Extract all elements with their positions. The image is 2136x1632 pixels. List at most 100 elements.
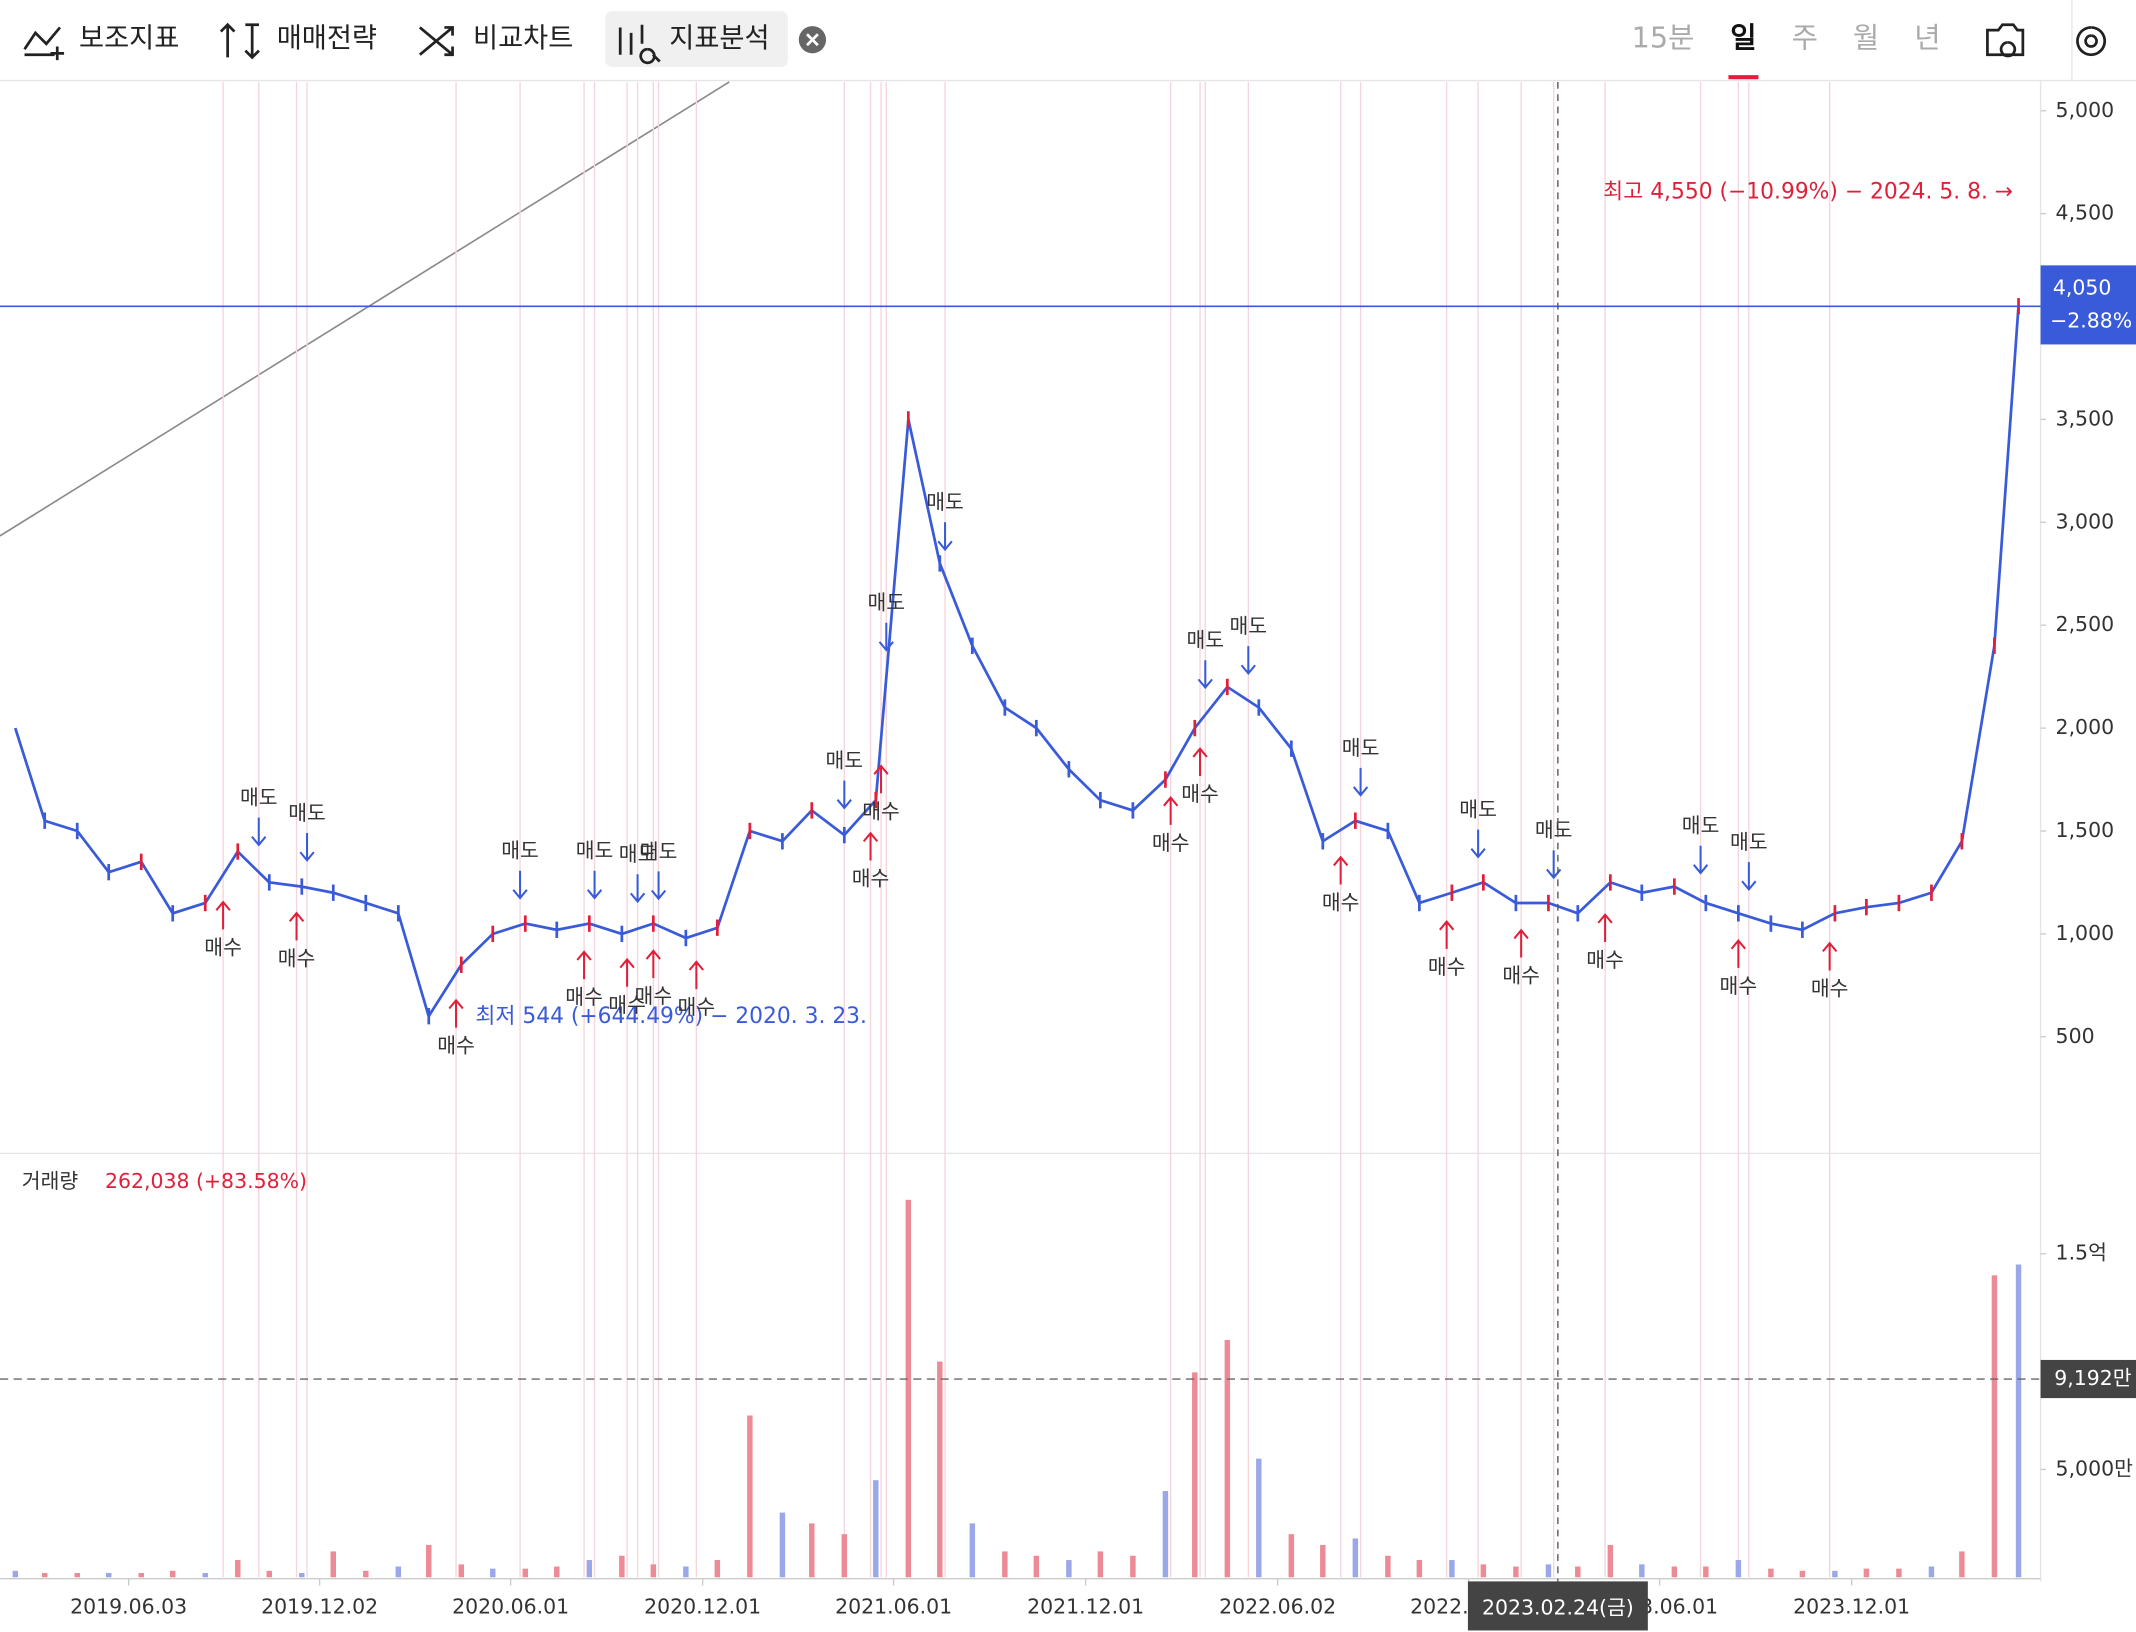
x-tick-label: 2019.06.03	[70, 1594, 187, 1618]
sell-label: 매도	[240, 786, 278, 810]
current-price-badge	[2040, 265, 2136, 345]
price-line	[13, 306, 2020, 1020]
y-tick-label: 1.5억	[2056, 1241, 2107, 1265]
volume-bar	[426, 1544, 432, 1578]
volume-bar	[1130, 1555, 1136, 1578]
volume-bar	[779, 1512, 786, 1578]
x-tick-label: 2020.06.01	[452, 1594, 569, 1618]
x-tick-label: 2021.12.01	[1027, 1594, 1144, 1618]
buy-label: 매수	[1152, 831, 1190, 855]
buy-arrow	[645, 949, 661, 979]
x-tick-label: 2021.06.01	[835, 1594, 952, 1618]
current-price-label: 4,050	[2053, 276, 2112, 300]
volume-bar	[969, 1523, 976, 1578]
sell-arrow	[1470, 829, 1486, 859]
volume-bar	[619, 1555, 625, 1578]
volume-bar	[650, 1564, 657, 1578]
volume-bar	[1416, 1560, 1423, 1578]
toolbar-item[interactable]: 지표분석	[669, 23, 769, 54]
buy-arrow	[1163, 796, 1179, 825]
y-tick-label: 4,500	[2056, 201, 2115, 225]
sell-arrow	[512, 870, 528, 900]
sell-label: 매도	[640, 839, 678, 863]
buy-label: 매수	[862, 799, 900, 823]
buy-label: 매수	[1720, 974, 1758, 998]
toolbar-item[interactable]: 보조지표	[79, 23, 179, 54]
sell-label: 매도	[1682, 814, 1720, 838]
volume-bar	[1320, 1544, 1326, 1578]
volume-bar	[586, 1560, 593, 1578]
volume-bar	[1959, 1551, 1965, 1578]
volume-bar	[1256, 1458, 1262, 1578]
sell-label: 매도	[1186, 628, 1224, 652]
buy-label: 매수	[852, 867, 890, 891]
y-tick-label: 3,500	[2056, 406, 2115, 430]
toolbar-item[interactable]: 매매전략	[277, 23, 377, 54]
volume-bar	[1002, 1551, 1008, 1578]
volume-bar	[1288, 1534, 1295, 1578]
y-tick-label: 5,000	[2056, 98, 2115, 122]
volume-bar	[714, 1560, 721, 1578]
trend-line	[0, 81, 730, 537]
volume-bar	[1768, 1568, 1774, 1578]
timeframe-tab[interactable]: 15분	[1632, 21, 1695, 55]
volume-bar	[937, 1361, 943, 1578]
volume-bar	[1991, 1275, 1998, 1578]
sell-label: 매도	[867, 591, 905, 615]
volume-bar	[1928, 1566, 1935, 1578]
buy-arrow	[862, 831, 879, 861]
toolbar-item[interactable]: 비교차트	[473, 23, 573, 54]
volume-bar	[873, 1480, 879, 1578]
buy-arrow	[1439, 920, 1455, 949]
y-tick-label: 1,500	[2056, 818, 2115, 842]
crosshair-badge	[1467, 1581, 1648, 1631]
timeframe-tab[interactable]: 월	[1853, 21, 1879, 55]
current-price-change: −2.88%	[2050, 308, 2132, 332]
volume-subtitle: 262,038 (+83.58%)	[105, 1169, 307, 1193]
buy-arrow	[1192, 747, 1208, 776]
volume-bar	[490, 1568, 496, 1578]
sell-label: 매도	[1459, 798, 1497, 822]
sell-arrow	[878, 622, 894, 652]
buy-arrow	[1513, 928, 1529, 958]
x-tick-label: 2022.06.02	[1219, 1594, 1336, 1618]
sell-arrow	[650, 871, 667, 901]
volume-bar	[74, 1572, 80, 1578]
sell-arrow	[299, 833, 315, 862]
buy-label: 매수	[678, 995, 716, 1019]
y-tick-label: 5,000만	[2056, 1456, 2134, 1480]
buy-arrow	[1333, 855, 1349, 885]
volume-bar	[1449, 1560, 1455, 1578]
sell-arrow	[251, 817, 267, 847]
sell-arrow	[1240, 646, 1256, 676]
active-tab-underline	[1728, 75, 1759, 80]
volume-bar	[1162, 1491, 1169, 1578]
volume-bar	[1832, 1570, 1838, 1578]
volume-bar	[299, 1572, 305, 1578]
timeframe-tab[interactable]: 주	[1792, 21, 1818, 55]
sell-label: 매도	[1535, 818, 1573, 842]
buy-arrow	[873, 764, 889, 794]
x-tick-label: 2020.12.01	[644, 1594, 761, 1618]
buy-arrow	[288, 911, 305, 941]
sell-arrow	[586, 870, 603, 900]
volume-bar	[138, 1572, 144, 1578]
volume-bar	[554, 1566, 560, 1578]
buy-arrow	[619, 957, 635, 987]
volume-bar	[458, 1564, 465, 1578]
volume-bar	[1735, 1560, 1742, 1578]
volume-bar	[1575, 1566, 1581, 1578]
timeframe-tab[interactable]: 년	[1914, 21, 1940, 55]
timeframe-tab[interactable]: 일	[1730, 21, 1756, 55]
volume-bar	[841, 1534, 848, 1578]
buy-arrow	[576, 950, 592, 980]
volume-bar	[1066, 1560, 1072, 1578]
icon-compare	[418, 26, 454, 57]
high-label: 최고 4,550 (−10.99%) − 2024. 5. 8. →	[1603, 179, 2013, 204]
volume-bar	[747, 1415, 753, 1578]
sell-arrow	[1692, 845, 1709, 875]
sell-arrow	[1352, 767, 1369, 797]
volume-bar	[235, 1560, 241, 1578]
volume-bar	[1480, 1564, 1487, 1578]
